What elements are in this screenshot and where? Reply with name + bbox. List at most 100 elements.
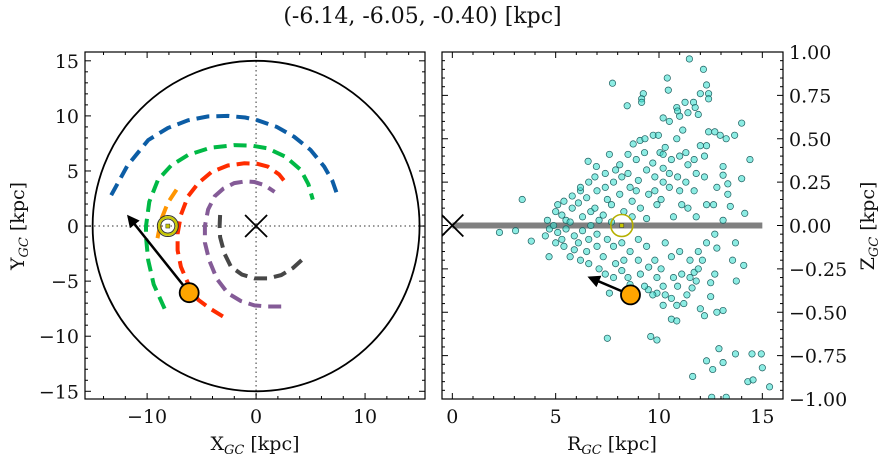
scatter-point <box>603 195 611 204</box>
scatter-point <box>684 109 692 117</box>
scatter-point <box>719 359 727 367</box>
scatter-point <box>732 277 740 285</box>
scatter-point <box>748 350 756 358</box>
scatter-point <box>702 201 711 209</box>
scatter-point <box>707 293 715 301</box>
scatter-point <box>686 273 694 282</box>
spiral-arm-line <box>217 214 306 281</box>
galactic-center-x-marker <box>244 214 268 238</box>
scatter-point <box>568 204 576 212</box>
x-tick-label: 10 <box>353 406 377 428</box>
scatter-point <box>696 90 704 98</box>
scatter-point <box>657 195 665 204</box>
scatter-point <box>722 393 730 399</box>
scatter-point <box>673 301 681 309</box>
x-tick-label: 10 <box>647 406 671 428</box>
scatter-point <box>626 183 634 191</box>
scatter-point <box>629 140 637 148</box>
scatter-point <box>694 247 702 256</box>
scatter-point <box>601 270 609 278</box>
scatter-point <box>638 98 646 106</box>
scatter-point <box>568 192 576 200</box>
scatter-point <box>696 142 704 150</box>
x-tick-label: 0 <box>446 406 458 428</box>
scatter-point <box>543 216 551 224</box>
axes-frame <box>441 51 784 400</box>
scatter-point <box>554 228 562 236</box>
scatter-point <box>643 242 651 250</box>
scatter-point <box>738 175 746 183</box>
scatter-point <box>705 95 713 103</box>
scatter-point <box>585 178 593 186</box>
sun-ring <box>157 216 178 236</box>
scatter-point <box>724 180 732 188</box>
scatter-point <box>659 178 667 186</box>
y-tick-label: 1.00 <box>789 42 831 64</box>
scatter-point <box>676 152 684 160</box>
y-tick-label: −0.75 <box>789 346 847 368</box>
scatter-point <box>605 150 613 158</box>
scatter-point <box>684 204 692 212</box>
scatter-point <box>659 150 667 158</box>
scatter-point <box>632 187 640 195</box>
scatter-point <box>574 239 582 247</box>
scatter-point <box>570 232 578 240</box>
scatter-point <box>713 308 721 316</box>
scatter-point <box>719 216 727 224</box>
x-tick-label: 0 <box>250 406 262 428</box>
scatter-point <box>634 176 642 184</box>
scatter-point <box>731 131 739 139</box>
sun-outer-ring <box>156 215 179 238</box>
scatter-point <box>724 190 732 198</box>
scatter-point <box>593 187 601 195</box>
scatter-point <box>607 201 616 209</box>
scatter-point <box>643 166 651 174</box>
scatter-point <box>699 65 707 73</box>
scatter-point <box>649 291 657 299</box>
scatter-point <box>636 270 644 278</box>
scatter-point <box>620 256 628 264</box>
y-tick-label: 15 <box>55 51 79 73</box>
scatter-point <box>710 201 718 209</box>
scatter-point <box>700 173 709 181</box>
y-axis-label-right: ZGC [kpc] <box>857 182 882 271</box>
scatter-point <box>518 195 526 204</box>
scatter-point <box>599 211 607 219</box>
scatter-point <box>632 156 640 164</box>
scatter-point <box>643 215 651 223</box>
scatter-point <box>711 270 719 278</box>
scatter-point <box>585 235 593 243</box>
scatter-point <box>746 156 754 164</box>
scatter-point <box>624 169 632 178</box>
y-tick-label: −0.50 <box>789 302 847 324</box>
scatter-point <box>624 150 632 158</box>
scatter-point <box>585 260 593 268</box>
scatter-point <box>609 273 618 282</box>
scatter-point <box>667 294 675 302</box>
scatter-point <box>688 284 696 292</box>
scatter-point <box>578 227 587 235</box>
scatter-point <box>731 239 740 247</box>
scatter-point <box>683 291 691 299</box>
scatter-point <box>653 201 661 209</box>
scatter-point <box>690 187 698 195</box>
scatter-point <box>560 242 568 250</box>
scatter-point <box>584 157 592 165</box>
scatter-point <box>624 273 632 282</box>
object-marker <box>620 284 641 306</box>
scatter-point <box>681 98 689 106</box>
y-tick-label: 10 <box>55 106 79 128</box>
scatter-point <box>649 159 657 167</box>
scatter-point <box>702 81 711 89</box>
scatter-point <box>682 149 690 157</box>
scatter-point <box>702 357 711 365</box>
y-tick-label: 5 <box>67 161 79 183</box>
scatter-point <box>626 247 634 256</box>
scatter-point <box>647 332 655 341</box>
scatter-point <box>719 306 727 315</box>
scatter-point <box>636 204 644 212</box>
scatter-point <box>601 183 609 191</box>
scatter-point <box>678 270 686 278</box>
scatter-point <box>766 383 774 391</box>
plot-area <box>85 52 425 399</box>
